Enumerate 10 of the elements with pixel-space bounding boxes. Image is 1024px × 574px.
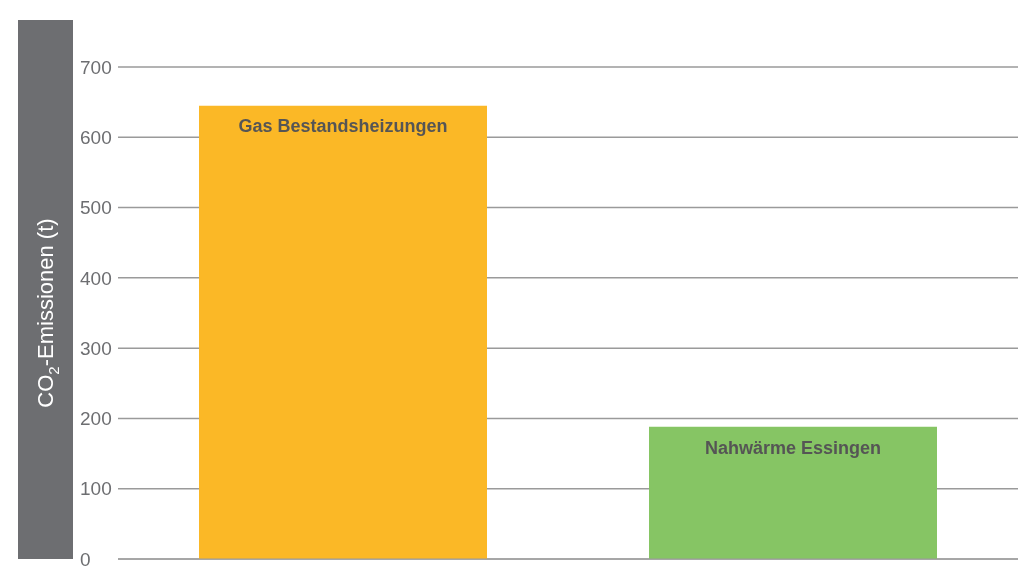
y-tick-label: 200 [80,408,112,430]
y-tick-label: 600 [80,127,112,149]
x-tick-label: Gas Bestandsheizungen [238,116,448,137]
y-tick-label: 300 [80,337,112,359]
y-tick-label: 0 [80,548,91,570]
y-tick-label: 100 [80,478,112,500]
x-tick-label: Nahwärme Essingen [704,437,882,458]
y-tick-label: 400 [80,267,112,289]
y-tick-label: 700 [80,56,112,78]
y-tick-label: 500 [80,197,112,219]
